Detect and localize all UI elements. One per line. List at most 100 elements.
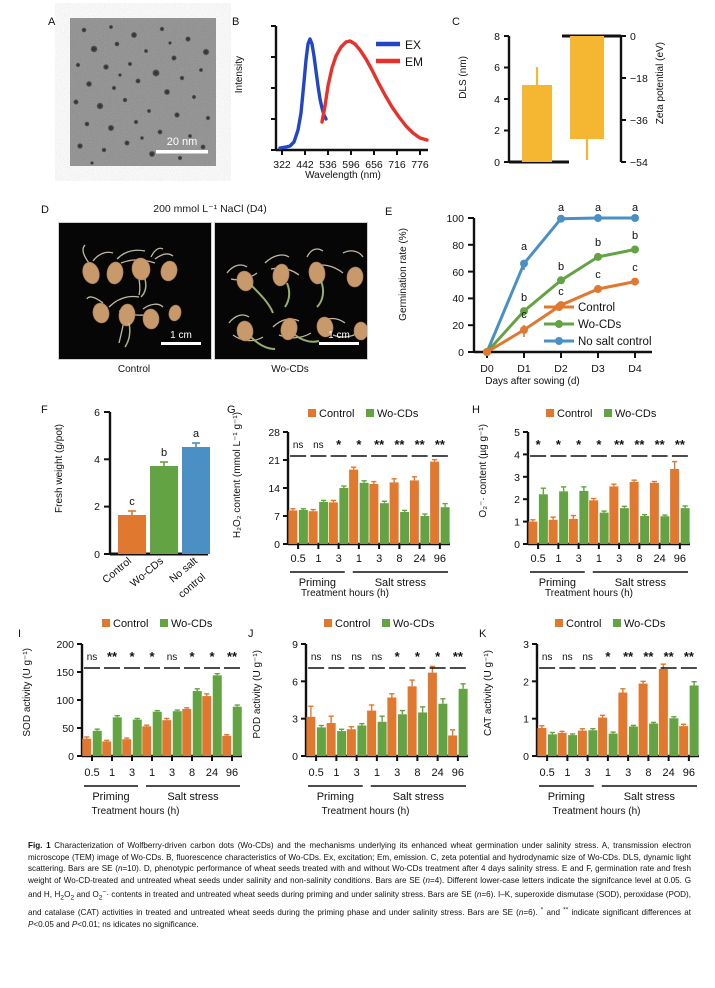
G-bar-control-4 bbox=[369, 484, 379, 544]
svg-text:**: ** bbox=[643, 649, 654, 664]
G-bar-wocds-0 bbox=[298, 510, 308, 544]
panel-c-label: C bbox=[452, 16, 460, 28]
photo-control: 1 cm bbox=[58, 222, 212, 360]
svg-text:1: 1 bbox=[523, 714, 529, 726]
K-legend-control-swatch bbox=[555, 619, 563, 627]
svg-text:1: 1 bbox=[374, 767, 380, 779]
svg-text:**: ** bbox=[374, 437, 385, 452]
svg-text:*: * bbox=[189, 649, 195, 664]
G-bar-wocds-3 bbox=[359, 482, 369, 544]
svg-text:96: 96 bbox=[674, 553, 686, 565]
c-right-tick-18: −18 bbox=[630, 73, 648, 85]
panel-e-ylabel: Germination rate (%) bbox=[398, 228, 409, 321]
K-bar-wocds-4 bbox=[628, 726, 638, 756]
svg-text:4: 4 bbox=[514, 449, 520, 461]
G-bar-control-6 bbox=[409, 480, 419, 544]
G-bar-wocds-6 bbox=[420, 516, 430, 544]
H-bar-control-4 bbox=[609, 486, 619, 544]
svg-text:ns: ns bbox=[582, 652, 593, 663]
e-ytick-40: 40 bbox=[452, 293, 464, 305]
panel-b-xlabel: Wavelength (nm) bbox=[305, 170, 381, 181]
I-bar-control-5 bbox=[182, 708, 192, 756]
b-legend-em-label: EM bbox=[405, 55, 423, 69]
H-bar-wocds-2 bbox=[579, 490, 589, 544]
svg-text:Wo-CDs: Wo-CDs bbox=[171, 618, 213, 630]
photo-wocds-caption: Wo-CDs bbox=[271, 364, 309, 375]
svg-text:Wo-CDs: Wo-CDs bbox=[393, 618, 435, 630]
I-bar-wocds-7 bbox=[232, 706, 242, 756]
svg-text:96: 96 bbox=[683, 767, 695, 779]
svg-text:Wo-CDs: Wo-CDs bbox=[615, 408, 657, 420]
svg-text:ns: ns bbox=[293, 440, 304, 451]
I-bar-wocds-1 bbox=[112, 717, 122, 756]
panel-f-ylabel: Fresh weight (g/pot) bbox=[54, 424, 65, 513]
J-bar-control-1 bbox=[326, 723, 336, 756]
e-letter-control-d2: c bbox=[558, 286, 564, 298]
I-bar-control-4 bbox=[162, 720, 172, 756]
f-ytick-4: 4 bbox=[94, 454, 100, 466]
svg-text:3: 3 bbox=[394, 767, 400, 779]
J-bar-wocds-1 bbox=[337, 731, 347, 756]
svg-text:0.5: 0.5 bbox=[539, 767, 554, 779]
c-right-tick-36: −36 bbox=[630, 115, 648, 127]
svg-text:8: 8 bbox=[636, 553, 642, 565]
svg-text:100: 100 bbox=[56, 695, 74, 707]
panel-d-title: 200 mmol L⁻¹ NaCl (D4) bbox=[153, 203, 267, 215]
svg-text:Priming: Priming bbox=[548, 791, 585, 803]
svg-text:**: ** bbox=[227, 649, 238, 664]
svg-text:Wo-CDs: Wo-CDs bbox=[624, 618, 666, 630]
I-bar-wocds-2 bbox=[132, 719, 142, 756]
I-bar-control-6 bbox=[202, 696, 212, 756]
e-legend-nosalt: No salt control bbox=[578, 336, 652, 348]
panel-g-chart: 0 7 14 21 28 Control Wo-CDs 0.5 ns 1 ns 3 * 1 * 3 ** 8 ** 2… bbox=[228, 402, 458, 602]
svg-text:1: 1 bbox=[333, 767, 339, 779]
svg-text:**: ** bbox=[655, 437, 666, 452]
K-bar-control-1 bbox=[557, 732, 567, 756]
panel-d-label: D bbox=[41, 204, 49, 216]
f-bar-wocds bbox=[150, 466, 178, 554]
e-ytick-100: 100 bbox=[446, 213, 464, 225]
K-bar-wocds-6 bbox=[669, 718, 679, 756]
f-letter-wocds: b bbox=[161, 447, 167, 459]
svg-text:ns: ns bbox=[562, 652, 573, 663]
svg-text:*: * bbox=[209, 649, 215, 664]
panel-f-chart: 6 4 2 0 c b a Control Wo-CDs No salt con… bbox=[48, 402, 223, 601]
photo-control-caption: Control bbox=[117, 364, 151, 375]
H-bar-wocds-4 bbox=[619, 508, 629, 544]
I-bar-wocds-5 bbox=[192, 691, 202, 756]
panel-f-label: F bbox=[41, 404, 48, 416]
svg-text:5: 5 bbox=[514, 427, 520, 439]
b-curve-em bbox=[320, 39, 429, 142]
c-bar-zeta bbox=[570, 36, 604, 139]
figure-caption-text: Characterization of Wolfberry-driven car… bbox=[28, 841, 692, 929]
svg-text:**: ** bbox=[623, 649, 634, 664]
svg-text:Priming: Priming bbox=[539, 577, 576, 589]
e-legend: Control Wo-CDs No salt control bbox=[544, 302, 652, 348]
svg-text:9: 9 bbox=[292, 639, 298, 651]
H-legend-wocds-swatch bbox=[604, 409, 612, 417]
svg-text:0: 0 bbox=[68, 751, 74, 763]
c-left-tick-0: 0 bbox=[494, 157, 500, 169]
svg-text:24: 24 bbox=[432, 767, 444, 779]
G-bar-control-3 bbox=[349, 469, 359, 544]
svg-text:1: 1 bbox=[605, 767, 611, 779]
panel-g-ylabel: H₂O₂ content (mmol L⁻¹ g⁻¹) bbox=[232, 412, 243, 539]
c-left-tick-6: 6 bbox=[494, 62, 500, 74]
G-bar-control-0 bbox=[288, 510, 298, 544]
H-bar-control-2 bbox=[568, 518, 578, 544]
svg-text:1: 1 bbox=[564, 767, 570, 779]
svg-text:24: 24 bbox=[654, 553, 666, 565]
I-bar-wocds-4 bbox=[172, 711, 182, 756]
figure-caption-label: Fig. 1 bbox=[28, 841, 51, 850]
panel-j-label: J bbox=[248, 628, 254, 640]
G-bar-control-7 bbox=[430, 461, 440, 544]
svg-text:3: 3 bbox=[625, 767, 631, 779]
J-bar-wocds-2 bbox=[357, 725, 367, 756]
svg-text:3: 3 bbox=[292, 714, 298, 726]
svg-text:24: 24 bbox=[663, 767, 675, 779]
svg-text:28: 28 bbox=[268, 427, 280, 439]
svg-text:**: ** bbox=[675, 437, 686, 452]
e-letter-wocds-d2: b bbox=[558, 261, 564, 273]
c-left-tick-2: 2 bbox=[494, 125, 500, 137]
panel-c-ylabel-left: DLS (nm) bbox=[458, 56, 469, 99]
